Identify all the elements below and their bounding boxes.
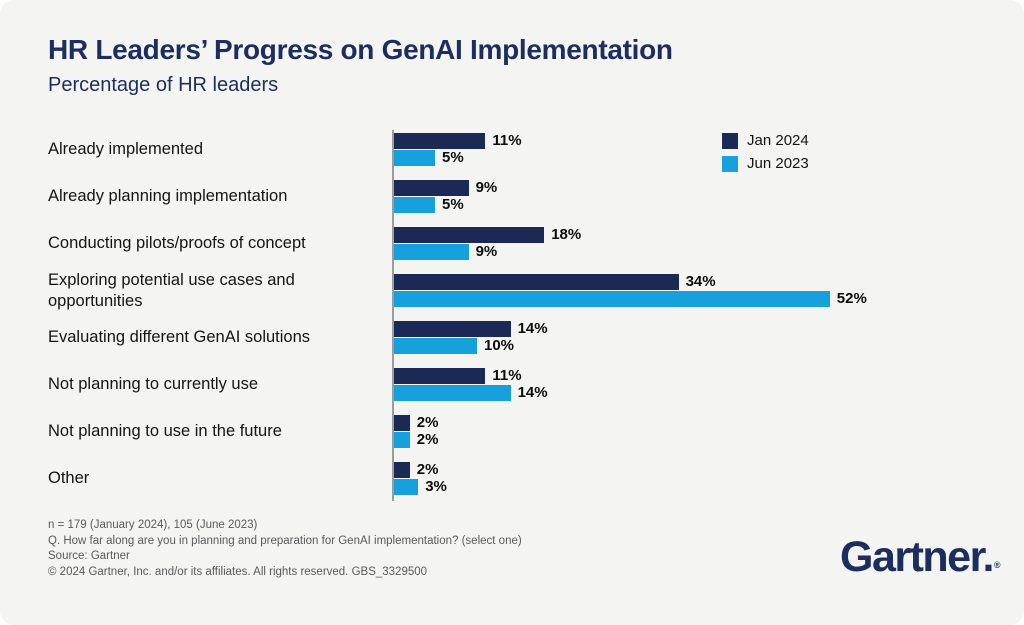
- bar-line: 18%: [393, 227, 581, 243]
- footnote-source: Source: Gartner: [48, 550, 130, 563]
- registered-trademark-icon: ®: [993, 560, 1001, 570]
- bar-jun-2023: [393, 197, 435, 213]
- bar-pair: 18% 9%: [393, 227, 581, 260]
- value-label: 5%: [442, 196, 464, 213]
- bar-jan-2024: [393, 462, 410, 478]
- legend-item-jan-2024: Jan 2024: [722, 132, 809, 149]
- bar-line: 34%: [393, 274, 867, 290]
- value-label: 9%: [475, 243, 498, 260]
- bar-jan-2024: [393, 415, 410, 431]
- footnotes: n = 179 (January 2024), 105 (June 2023) …: [48, 518, 522, 580]
- category-label: Already implemented: [48, 140, 203, 158]
- value-label: 3%: [425, 478, 447, 495]
- category-label: Exploring potential use cases and opport…: [48, 270, 295, 310]
- bar-line: 9%: [393, 180, 497, 196]
- bar-jun-2023: [393, 385, 511, 401]
- bar-line: 11%: [393, 368, 548, 384]
- bar-pair: 11% 5%: [393, 133, 522, 166]
- chart-row: Evaluating different GenAI solutions 14% 1…: [48, 314, 998, 361]
- bar-jun-2023: [393, 150, 435, 166]
- bar-line: 2%: [393, 415, 438, 431]
- page-title: HR Leaders’ Progress on GenAI Implementa…: [48, 34, 673, 65]
- value-label: 9%: [475, 179, 498, 196]
- chart-subtitle: Percentage of HR leaders: [48, 74, 279, 96]
- category-label: Conducting pilots/proofs of concept: [48, 234, 306, 252]
- bar-jan-2024: [393, 227, 545, 243]
- bar-line: 52%: [393, 291, 867, 307]
- chart-row: Not planning to use in the future 2% 2%: [48, 408, 998, 455]
- category-label: Already planning implementation: [48, 187, 288, 205]
- value-label: 5%: [442, 149, 464, 166]
- bar-line: 10%: [393, 338, 548, 354]
- bar-line: 5%: [393, 150, 522, 166]
- bar-jun-2023: [393, 479, 419, 495]
- bar-line: 3%: [393, 479, 447, 495]
- value-label: 11%: [492, 367, 522, 384]
- value-label: 52%: [836, 290, 867, 307]
- chart-legend: Jan 2024 Jun 2023: [722, 132, 809, 172]
- chart-row: Other 2% 3%: [48, 455, 998, 502]
- footnote-copyright: © 2024 Gartner, Inc. and/or its affiliat…: [48, 565, 428, 578]
- bar-line: 2%: [393, 462, 447, 478]
- chart-row: Not planning to currently use 11% 14%: [48, 361, 998, 408]
- value-label: 14%: [517, 384, 548, 401]
- legend-label: Jun 2023: [747, 155, 809, 172]
- footnote-sample-size: n = 179 (January 2024), 105 (June 2023): [48, 519, 258, 531]
- value-label: 10%: [484, 337, 515, 354]
- bar-jan-2024: [393, 180, 469, 196]
- bar-jun-2023: [393, 338, 477, 354]
- chart-rows: Already implemented 11% 5% Already planning…: [48, 126, 998, 502]
- value-label: 2%: [416, 431, 439, 448]
- value-label: 2%: [416, 461, 439, 478]
- bar-pair: 2% 2%: [393, 415, 438, 448]
- bar-line: 9%: [393, 244, 581, 260]
- bar-line: 14%: [393, 321, 548, 337]
- y-axis-line: [392, 130, 394, 501]
- value-label: 11%: [492, 132, 522, 149]
- bar-line: 2%: [393, 432, 438, 448]
- category-label: Not planning to use in the future: [48, 422, 282, 440]
- gartner-logo-text: Gartner.: [840, 533, 994, 581]
- chart-row: Already planning implementation 9% 5%: [48, 173, 998, 220]
- bar-jan-2024: [393, 274, 679, 290]
- gartner-logo: Gartner.®: [840, 533, 1001, 591]
- bar-jun-2023: [393, 291, 830, 307]
- chart-row: Already implemented 11% 5%: [48, 126, 998, 173]
- value-label: 14%: [517, 320, 548, 337]
- bar-pair: 34% 52%: [393, 274, 867, 307]
- category-label: Evaluating different GenAI solutions: [48, 328, 311, 346]
- bar-jan-2024: [393, 133, 486, 149]
- bar-jan-2024: [393, 321, 511, 337]
- bar-pair: 9% 5%: [393, 180, 497, 213]
- bar-jan-2024: [393, 368, 486, 384]
- legend-swatch-jan-2024-icon: [722, 132, 738, 149]
- bar-pair: 11% 14%: [393, 368, 548, 401]
- value-label: 34%: [685, 273, 716, 290]
- bar-chart: Already implemented 11% 5% Already planning…: [48, 126, 998, 502]
- chart-row: Exploring potential use cases and opport…: [48, 267, 998, 314]
- bar-line: 14%: [393, 385, 548, 401]
- legend-item-jun-2023: Jun 2023: [722, 155, 809, 172]
- bar-pair: 2% 3%: [393, 462, 447, 495]
- category-label: Not planning to currently use: [48, 375, 259, 393]
- bar-line: 5%: [393, 197, 497, 213]
- chart-row: Conducting pilots/proofs of concept 18% 9%: [48, 220, 998, 267]
- bar-jun-2023: [393, 244, 469, 260]
- value-label: 2%: [416, 414, 439, 431]
- legend-label: Jan 2024: [747, 132, 809, 149]
- bar-line: 11%: [393, 133, 522, 149]
- bar-pair: 14% 10%: [393, 321, 548, 354]
- value-label: 18%: [551, 226, 582, 243]
- bar-jun-2023: [393, 432, 410, 448]
- legend-swatch-jun-2023-icon: [722, 155, 738, 172]
- footnote-question: Q. How far along are you in planning and…: [48, 534, 522, 547]
- category-label: Other: [48, 469, 90, 487]
